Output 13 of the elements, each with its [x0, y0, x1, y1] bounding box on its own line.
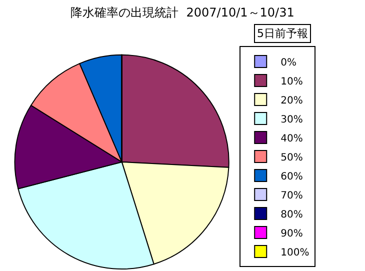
legend-label: 10%	[280, 76, 303, 88]
legend-label: 0%	[280, 57, 296, 68]
legend-label: 60%	[280, 171, 303, 182]
legend-label: 90%	[280, 228, 303, 240]
chart-title: 降水確率の出現統計 2007/10/1～10/31	[70, 6, 294, 20]
legend-label: 100%	[280, 247, 310, 258]
legend-label: 40%	[280, 133, 303, 144]
legend-title: 5日前予報	[257, 27, 308, 40]
legend-label: 20%	[280, 95, 303, 106]
legend-label: 80%	[280, 209, 303, 220]
legend-label: 70%	[280, 190, 303, 202]
legend-label: 50%	[280, 152, 303, 164]
legend-label: 30%	[280, 114, 303, 126]
